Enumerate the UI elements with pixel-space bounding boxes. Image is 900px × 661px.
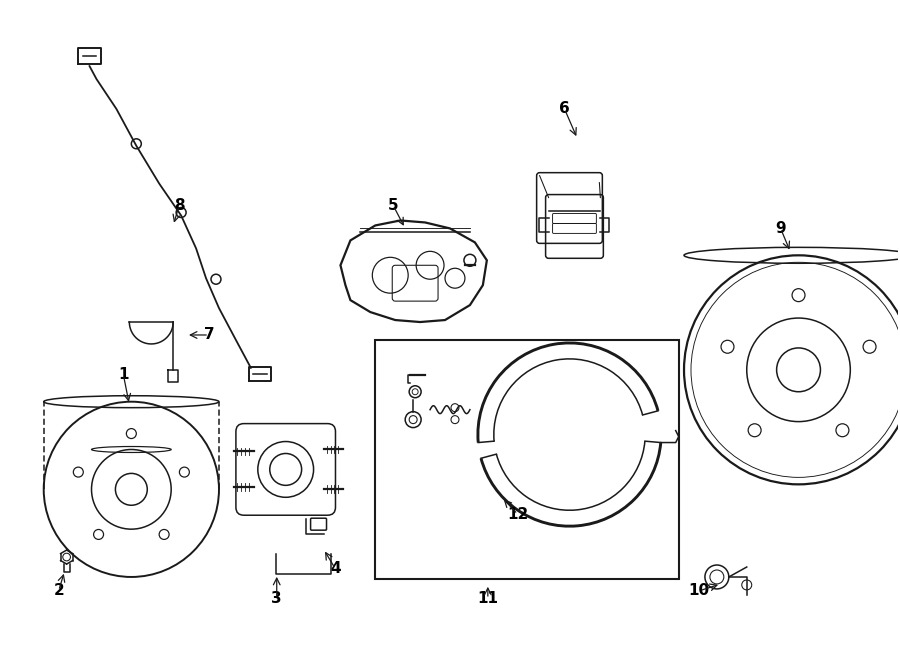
Bar	[375, 340, 679, 579]
Text: 11: 11	[477, 592, 499, 606]
Text: 5: 5	[388, 198, 399, 213]
Text: 9: 9	[775, 221, 786, 236]
Text: 12: 12	[507, 507, 528, 522]
Text: 3: 3	[272, 592, 282, 606]
Text: 4: 4	[330, 561, 341, 576]
Text: 7: 7	[203, 327, 214, 342]
Text: 6: 6	[559, 101, 570, 116]
Text: 1: 1	[118, 368, 129, 382]
Text: 2: 2	[53, 584, 64, 598]
Text: 8: 8	[174, 198, 184, 213]
Text: 10: 10	[688, 584, 709, 598]
